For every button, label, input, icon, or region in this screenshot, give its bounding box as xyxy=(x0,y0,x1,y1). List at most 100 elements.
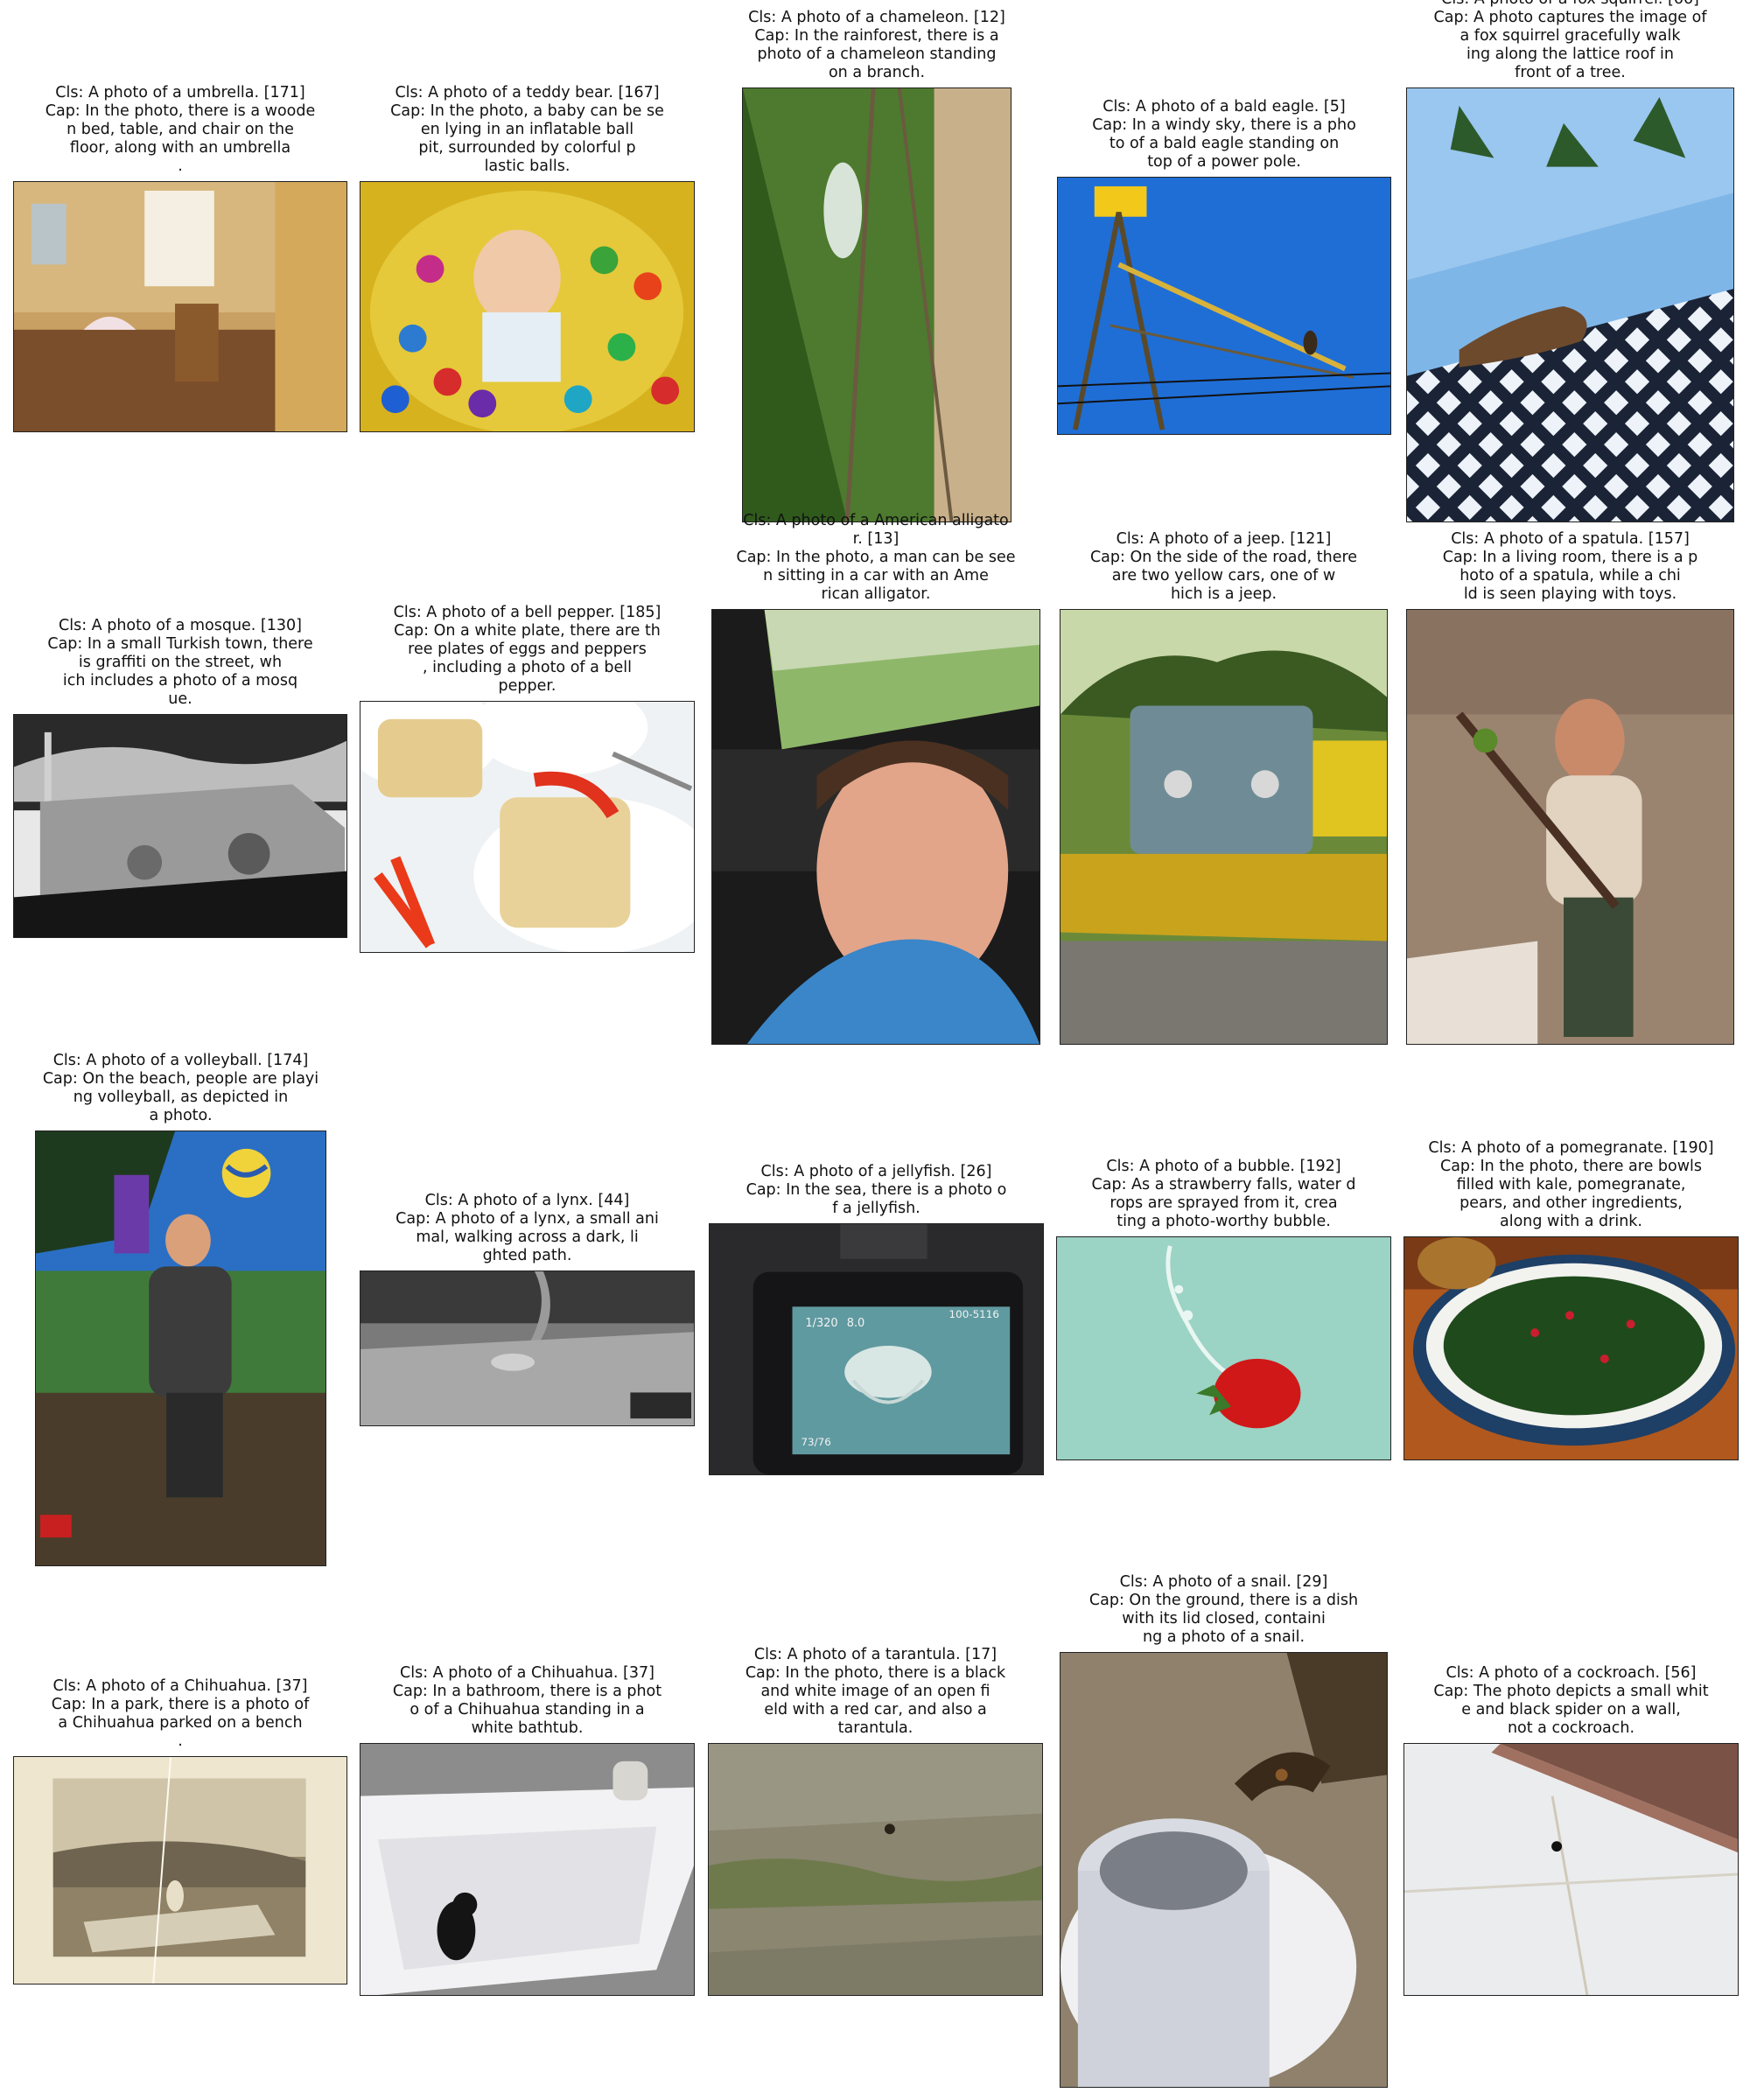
class-label: Cls: A photo of a bell pepper. [185] xyxy=(393,604,662,621)
caption-text: Cap: In the photo, there are bowls fille… xyxy=(1439,1158,1703,1230)
screen-count: 73/76 xyxy=(801,1436,830,1448)
grid-cell: Cls: A photo of a teddy bear. [167] Cap:… xyxy=(360,84,695,432)
grid-cell: Cls: A photo of a bubble. [192] Cap: As … xyxy=(1056,1158,1391,1460)
class-label: Cls: A photo of a mosque. [130] xyxy=(59,617,302,634)
grid-cell: Cls: A photo of a bell pepper. [185] Cap… xyxy=(360,604,695,953)
class-label: Cls: A photo of a lynx. [44] xyxy=(424,1192,630,1209)
caption-text: Cap: In a living room, there is a p hoto… xyxy=(1442,549,1698,603)
caption: Cls: A photo of a mosque. [130] Cap: In … xyxy=(13,617,347,709)
caption: Cls: A photo of a cockroach. [56] Cap: T… xyxy=(1404,1664,1739,1738)
grid-cell: Cls: A photo of a jellyfish. [26] Cap: I… xyxy=(709,1163,1044,1475)
caption: Cls: A photo of a bell pepper. [185] Cap… xyxy=(360,604,695,696)
caption: Cls: A photo of a volleyball. [174] Cap:… xyxy=(35,1052,326,1125)
vintage-park-photo xyxy=(13,1756,347,1984)
class-label: Cls: A photo of a fox squirrel. [66] xyxy=(1441,0,1699,8)
caption: Cls: A photo of a lynx. [44] Cap: A phot… xyxy=(360,1192,695,1265)
grid-cell: Cls: A photo of a bald eagle. [5] Cap: I… xyxy=(1057,98,1391,435)
grid-cell: Cls: A photo of a Chihuahua. [37] Cap: I… xyxy=(360,1664,695,1996)
grass-field-photo xyxy=(708,1743,1043,1996)
caption-text: Cap: In a small Turkish town, there is g… xyxy=(47,635,313,708)
caption-text: Cap: On a white plate, there are th ree … xyxy=(394,622,661,695)
lynx-night-photo xyxy=(360,1270,695,1426)
caption-text: Cap: In the photo, a baby can be se en l… xyxy=(390,102,664,175)
caption: Cls: A photo of a tarantula. [17] Cap: I… xyxy=(708,1646,1043,1738)
caption-text: Cap: As a strawberry falls, water d rops… xyxy=(1091,1176,1356,1230)
caption-text: Cap: In the photo, there is a woode n be… xyxy=(45,102,316,175)
eggs-peppers-photo xyxy=(360,701,695,953)
caption: Cls: A photo of a fox squirrel. [66] Cap… xyxy=(1406,0,1734,82)
class-label: Cls: A photo of a bubble. [192] xyxy=(1106,1158,1341,1175)
caption-text: Cap: On the ground, there is a dish with… xyxy=(1088,1592,1359,1646)
camera-jellyfish-photo: 1/320 8.0 100-5116 73/76 xyxy=(709,1223,1044,1475)
caption-text: Cap: In the photo, there is a black and … xyxy=(745,1664,1006,1737)
grid-cell: Cls: A photo of a tarantula. [17] Cap: I… xyxy=(708,1646,1043,1996)
grid-cell: Cls: A photo of a volleyball. [174] Cap:… xyxy=(35,1052,326,1566)
grid-cell: Cls: A photo of a jeep. [121] Cap: On th… xyxy=(1060,530,1388,1045)
class-label: Cls: A photo of a umbrella. [171] xyxy=(55,84,305,102)
class-label: Cls: A photo of a jeep. [121] xyxy=(1116,530,1332,548)
caption-text: Cap: In the photo, a man can be see n si… xyxy=(736,549,1016,603)
wall-spider-photo xyxy=(1404,1743,1739,1996)
jeep-photo xyxy=(1060,609,1388,1045)
car-selfie-photo xyxy=(711,609,1040,1045)
grid-cell: Cls: A photo of a pomegranate. [190] Cap… xyxy=(1404,1139,1739,1460)
grid-cell: Cls: A photo of a umbrella. [171] Cap: I… xyxy=(13,84,347,432)
class-label: Cls: A photo of a cockroach. [56] xyxy=(1446,1664,1697,1682)
caption: Cls: A photo of a jeep. [121] Cap: On th… xyxy=(1060,530,1388,604)
caption: Cls: A photo of a American alligato r. [… xyxy=(711,512,1040,604)
class-label: Cls: A photo of a pomegranate. [190] xyxy=(1428,1139,1714,1157)
caption: Cls: A photo of a snail. [29] Cap: On th… xyxy=(1060,1573,1388,1647)
grid-cell: Cls: A photo of a mosque. [130] Cap: In … xyxy=(13,617,347,938)
class-label: Cls: A photo of a American alligato r. [… xyxy=(743,512,1009,548)
caption-text: Cap: The photo depicts a small whit e an… xyxy=(1433,1683,1709,1737)
class-label: Cls: A photo of a spatula. [157] xyxy=(1451,530,1690,548)
screen-folder: 100-5116 xyxy=(949,1308,999,1320)
class-label: Cls: A photo of a Chihuahua. [37] xyxy=(52,1677,308,1695)
caption: Cls: A photo of a Chihuahua. [37] Cap: I… xyxy=(13,1677,347,1751)
snail-cup-photo xyxy=(1060,1652,1388,2088)
volleyball-photo xyxy=(35,1130,326,1566)
caption-text: Cap: In the rainforest, there is a photo… xyxy=(754,27,999,81)
bathtub-dog-photo xyxy=(360,1743,695,1996)
ball-pit-photo xyxy=(360,181,695,432)
class-label: Cls: A photo of a chameleon. [12] xyxy=(748,9,1005,26)
caption-text: Cap: A photo captures the image of a fox… xyxy=(1433,9,1707,81)
caption: Cls: A photo of a Chihuahua. [37] Cap: I… xyxy=(360,1664,695,1738)
room-umbrella-photo xyxy=(13,181,347,432)
grid-cell: Cls: A photo of a fox squirrel. [66] Cap… xyxy=(1406,0,1734,522)
caption: Cls: A photo of a bubble. [192] Cap: As … xyxy=(1056,1158,1391,1231)
grid-cell: Cls: A photo of a lynx. [44] Cap: A phot… xyxy=(360,1192,695,1426)
class-label: Cls: A photo of a bald eagle. [5] xyxy=(1102,98,1346,116)
caption: Cls: A photo of a teddy bear. [167] Cap:… xyxy=(360,84,695,176)
caption-text: Cap: A photo of a lynx, a small ani mal,… xyxy=(396,1210,659,1264)
caption: Cls: A photo of a jellyfish. [26] Cap: I… xyxy=(709,1163,1044,1218)
caption-text: Cap: On the side of the road, there are … xyxy=(1089,549,1358,603)
class-label: Cls: A photo of a volleyball. [174] xyxy=(52,1052,309,1069)
grid-cell: Cls: A photo of a cockroach. [56] Cap: T… xyxy=(1404,1664,1739,1996)
grid-cell: Cls: A photo of a spatula. [157] Cap: In… xyxy=(1406,530,1734,1045)
class-label: Cls: A photo of a Chihuahua. [37] xyxy=(400,1664,654,1682)
grid-cell: Cls: A photo of a American alligato r. [… xyxy=(711,512,1040,1045)
child-toys-photo xyxy=(1406,609,1734,1045)
strawberry-splash-photo xyxy=(1056,1236,1391,1460)
chameleon-photo xyxy=(742,88,1012,522)
caption: Cls: A photo of a spatula. [157] Cap: In… xyxy=(1406,530,1734,604)
grid-cell: Cls: A photo of a chameleon. [12] Cap: I… xyxy=(742,9,1012,522)
grid-cell: Cls: A photo of a snail. [29] Cap: On th… xyxy=(1060,1573,1388,2088)
caption-text: Cap: In a windy sky, there is a pho to o… xyxy=(1092,116,1356,171)
mosque-graffiti-photo xyxy=(13,714,347,938)
grid-cell: Cls: A photo of a Chihuahua. [37] Cap: I… xyxy=(13,1677,347,1984)
screen-exposure: 1/320 8.0 xyxy=(805,1317,864,1330)
caption: Cls: A photo of a chameleon. [12] Cap: I… xyxy=(742,9,1012,82)
caption-text: Cap: In a park, there is a photo of a Ch… xyxy=(51,1696,310,1750)
caption: Cls: A photo of a pomegranate. [190] Cap… xyxy=(1404,1139,1739,1231)
squirrel-lattice-photo xyxy=(1406,88,1734,522)
class-label: Cls: A photo of a tarantula. [17] xyxy=(753,1646,998,1663)
caption: Cls: A photo of a umbrella. [171] Cap: I… xyxy=(13,84,347,176)
kale-salad-photo xyxy=(1404,1236,1739,1460)
class-label: Cls: A photo of a teddy bear. [167] xyxy=(395,84,660,102)
class-label: Cls: A photo of a jellyfish. [26] xyxy=(760,1163,992,1180)
eagle-pylon-photo xyxy=(1057,177,1391,435)
caption-text: Cap: In a bathroom, there is a phot o of… xyxy=(392,1683,662,1737)
caption-text: Cap: In the sea, there is a photo o f a … xyxy=(746,1181,1007,1217)
